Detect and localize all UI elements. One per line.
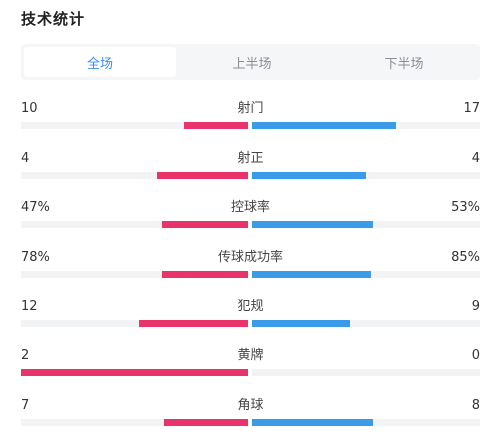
stat-row-corners: 7 角球 8 — [21, 398, 480, 432]
away-value: 17 — [463, 101, 480, 116]
home-value: 78% — [21, 250, 50, 265]
away-bar — [252, 221, 373, 228]
home-value: 47% — [21, 200, 50, 215]
stat-label: 角球 — [237, 398, 264, 413]
home-value: 10 — [21, 101, 38, 116]
stat-label: 射门 — [237, 101, 264, 116]
home-bar — [139, 320, 248, 327]
stat-label: 传球成功率 — [217, 250, 283, 265]
home-bar-track — [21, 172, 248, 179]
home-bar-track — [21, 320, 248, 327]
away-bar-track — [252, 271, 480, 278]
away-value: 0 — [471, 348, 480, 363]
home-value: 12 — [21, 299, 38, 314]
away-value: 4 — [471, 151, 480, 166]
home-bar — [161, 221, 248, 228]
home-bar-track — [21, 122, 248, 129]
home-value: 4 — [21, 151, 30, 166]
away-bar — [252, 122, 396, 129]
home-bar-track — [21, 271, 248, 278]
away-bar-track — [252, 369, 480, 376]
home-bar — [164, 419, 248, 426]
stat-row-yellow-cards: 2 黄牌 0 — [21, 348, 480, 382]
away-bar — [252, 172, 366, 179]
stat-label: 黄牌 — [237, 348, 264, 363]
stat-label: 射正 — [237, 151, 264, 166]
away-bar — [252, 271, 371, 278]
tab-first-half[interactable]: 上半场 — [232, 56, 272, 72]
home-value: 7 — [21, 398, 30, 413]
stat-row-fouls: 12 犯规 9 — [21, 299, 480, 333]
away-bar-track — [252, 320, 480, 327]
away-bar-track — [252, 221, 480, 228]
away-value: 8 — [471, 398, 480, 413]
away-bar-track — [252, 419, 480, 426]
stat-label: 犯规 — [237, 299, 264, 314]
tab-second-half[interactable]: 下半场 — [384, 56, 424, 72]
away-value: 85% — [451, 250, 480, 265]
home-bar — [161, 271, 248, 278]
home-bar — [157, 172, 248, 179]
page-title: 技术统计 — [21, 10, 86, 28]
stat-label: 控球率 — [230, 200, 270, 215]
home-bar — [21, 369, 248, 376]
away-bar — [252, 419, 373, 426]
home-bar-track — [21, 419, 248, 426]
home-bar — [184, 122, 248, 129]
stat-row-pass-accuracy: 78% 传球成功率 85% — [21, 250, 480, 284]
home-value: 2 — [21, 348, 30, 363]
away-bar — [252, 320, 351, 327]
period-tabs: 全场 上半场 下半场 — [21, 44, 480, 80]
away-bar-track — [252, 122, 480, 129]
away-value: 9 — [471, 299, 480, 314]
stat-row-shots-on-target: 4 射正 4 — [21, 151, 480, 185]
away-bar-track — [252, 172, 480, 179]
tab-full-match[interactable]: 全场 — [24, 47, 176, 77]
away-value: 53% — [451, 200, 480, 215]
stat-row-shots: 10 射门 17 — [21, 101, 480, 135]
home-bar-track — [21, 221, 248, 228]
stat-row-possession: 47% 控球率 53% — [21, 200, 480, 234]
home-bar-track — [21, 369, 248, 376]
